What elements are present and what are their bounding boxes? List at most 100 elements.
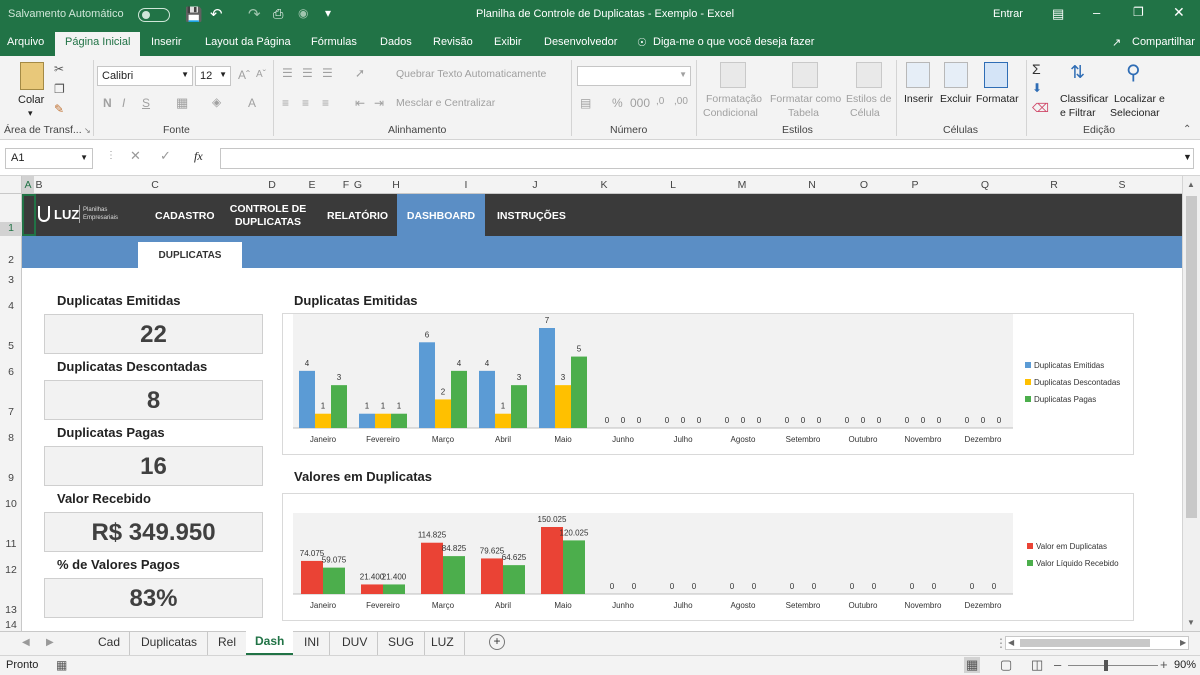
- scroll-thumb[interactable]: [1186, 196, 1197, 518]
- format-button[interactable]: Formatar: [976, 93, 1019, 105]
- tab-desenvolvedor[interactable]: Desenvolvedor: [544, 36, 618, 48]
- find-icon[interactable]: ⚲: [1126, 62, 1141, 84]
- row-header-6[interactable]: 6: [8, 366, 14, 378]
- currency-icon[interactable]: ▤: [580, 96, 592, 110]
- nav-controle-duplicatas[interactable]: CONTROLE DE DUPLICATAS: [229, 203, 307, 228]
- hscroll-left-icon[interactable]: ◀: [1008, 638, 1015, 647]
- format-cells-icon[interactable]: [984, 62, 1008, 88]
- borders-icon[interactable]: ▦: [176, 95, 189, 110]
- clipboard-launcher-icon[interactable]: ↘: [84, 126, 91, 135]
- format-table-label-1[interactable]: Formatar como: [770, 93, 842, 105]
- row-header-9[interactable]: 9: [8, 472, 14, 484]
- bold-icon[interactable]: N: [103, 96, 112, 110]
- tabs-splitter-icon[interactable]: ⋮: [995, 636, 1007, 650]
- normal-view-icon[interactable]: ▦: [964, 657, 981, 673]
- nav-instrucoes[interactable]: INSTRUÇÕES: [497, 210, 566, 222]
- share-icon[interactable]: ↗: [1112, 37, 1122, 49]
- sheet-tab-cad[interactable]: Cad: [89, 632, 131, 655]
- autosave-toggle[interactable]: [138, 8, 170, 22]
- tab-scroll-right-icon[interactable]: ▶: [46, 637, 54, 648]
- cell-styles-icon[interactable]: [856, 62, 882, 88]
- ribbon-display-icon[interactable]: ▤: [1052, 6, 1065, 21]
- row-header-8[interactable]: 8: [8, 432, 14, 444]
- paste-dropdown-icon[interactable]: ▾: [28, 108, 33, 118]
- scroll-down-icon[interactable]: ▼: [1187, 618, 1195, 627]
- restore-icon[interactable]: ❐: [1133, 5, 1144, 19]
- number-format-select[interactable]: ▼: [577, 66, 691, 86]
- tab-layout[interactable]: Layout da Página: [205, 36, 291, 48]
- formula-bar-more-icon[interactable]: ⋮: [106, 150, 116, 161]
- add-sheet-icon[interactable]: +: [489, 634, 505, 650]
- row-header-3[interactable]: 3: [8, 274, 14, 286]
- row-header-4[interactable]: 4: [8, 300, 14, 312]
- camera-icon[interactable]: ◉: [298, 6, 309, 20]
- nav-cadastro[interactable]: CADASTRO: [155, 210, 215, 222]
- collapse-ribbon-icon[interactable]: ⌃: [1183, 124, 1192, 135]
- select-all-corner[interactable]: [0, 176, 22, 193]
- font-name-select[interactable]: Calibri ▼: [97, 66, 193, 86]
- zoom-in-icon[interactable]: +: [1160, 657, 1168, 672]
- find-label-1[interactable]: Localizar e: [1114, 93, 1165, 105]
- row-header-14[interactable]: 14: [5, 619, 17, 631]
- row-header-5[interactable]: 5: [8, 340, 14, 352]
- orientation-icon[interactable]: ➚: [355, 66, 366, 80]
- align-left-icon[interactable]: ≡: [282, 96, 290, 110]
- minimize-icon[interactable]: –: [1093, 5, 1101, 20]
- col-header-f[interactable]: F: [342, 179, 350, 191]
- format-table-label-2[interactable]: Tabela: [788, 107, 819, 119]
- paste-button[interactable]: Colar: [18, 94, 45, 106]
- delete-cells-icon[interactable]: [944, 62, 968, 88]
- col-header-i[interactable]: I: [464, 179, 468, 191]
- col-header-e[interactable]: E: [308, 179, 316, 191]
- subtab-duplicatas[interactable]: DUPLICATAS: [138, 242, 242, 268]
- signin-button[interactable]: Entrar: [993, 8, 1023, 20]
- col-header-p[interactable]: P: [911, 179, 919, 191]
- align-bottom-icon[interactable]: ☰: [322, 66, 333, 80]
- page-break-icon[interactable]: ◫: [1031, 657, 1044, 672]
- col-header-k[interactable]: K: [600, 179, 608, 191]
- italic-icon[interactable]: I: [122, 96, 126, 110]
- align-center-icon[interactable]: ≡: [302, 96, 310, 110]
- formula-input[interactable]: [220, 148, 1194, 169]
- chart2-box[interactable]: 74.075 59.075 Janeiro 21.400 21.400 Fevereiro…: [282, 493, 1134, 621]
- find-label-2[interactable]: Selecionar: [1110, 107, 1160, 119]
- tab-arquivo[interactable]: Arquivo: [7, 36, 45, 48]
- customize-qat-icon[interactable]: ▾: [325, 6, 332, 20]
- print-preview-icon[interactable]: ⎙: [273, 6, 284, 21]
- cell-styles-label-1[interactable]: Estilos de: [846, 93, 892, 105]
- expand-formula-icon[interactable]: ▼: [1183, 152, 1192, 162]
- sheet-tab-duplicatas[interactable]: Duplicatas: [131, 632, 209, 655]
- row-header-13[interactable]: 13: [5, 604, 17, 616]
- insert-cells-icon[interactable]: [906, 62, 930, 88]
- sheet-tab-ini[interactable]: INI: [294, 632, 331, 655]
- close-icon[interactable]: ✕: [1173, 4, 1185, 20]
- delete-button[interactable]: Excluir: [940, 93, 972, 105]
- row-header-7[interactable]: 7: [8, 406, 14, 418]
- tab-pagina-inicial[interactable]: Página Inicial: [55, 32, 141, 56]
- tab-revisao[interactable]: Revisão: [433, 36, 473, 48]
- clear-icon[interactable]: ⌫: [1032, 101, 1049, 115]
- nav-relatorio[interactable]: RELATÓRIO: [327, 210, 389, 222]
- col-header-n[interactable]: N: [808, 179, 816, 191]
- indent-decrease-icon[interactable]: ⇤: [355, 96, 366, 110]
- nav-dashboard[interactable]: DASHBOARD: [397, 194, 485, 236]
- insert-button[interactable]: Inserir: [904, 93, 934, 105]
- sheet-tab-luz[interactable]: LUZ: [421, 632, 465, 655]
- save-icon[interactable]: 💾: [185, 6, 203, 22]
- enter-icon[interactable]: ✓: [160, 148, 171, 163]
- sort-filter-icon[interactable]: ⇅: [1070, 62, 1086, 82]
- col-header-m[interactable]: M: [737, 179, 747, 191]
- col-header-a[interactable]: A: [22, 176, 34, 193]
- wrap-text-button[interactable]: Quebrar Texto Automaticamente: [396, 68, 547, 80]
- tab-dados[interactable]: Dados: [380, 36, 412, 48]
- increase-decimal-icon[interactable]: ,0: [656, 96, 665, 107]
- cell-styles-label-2[interactable]: Célula: [850, 107, 880, 119]
- zoom-out-icon[interactable]: –: [1054, 657, 1062, 672]
- name-box[interactable]: A1 ▼: [5, 148, 93, 169]
- col-header-b[interactable]: B: [35, 179, 43, 191]
- cond-format-label-2[interactable]: Condicional: [703, 107, 758, 119]
- hscroll-right-icon[interactable]: ▶: [1180, 638, 1187, 647]
- row-header-2[interactable]: 2: [8, 254, 14, 266]
- row-header-10[interactable]: 10: [5, 498, 17, 510]
- fill-icon[interactable]: ⬇: [1032, 81, 1043, 95]
